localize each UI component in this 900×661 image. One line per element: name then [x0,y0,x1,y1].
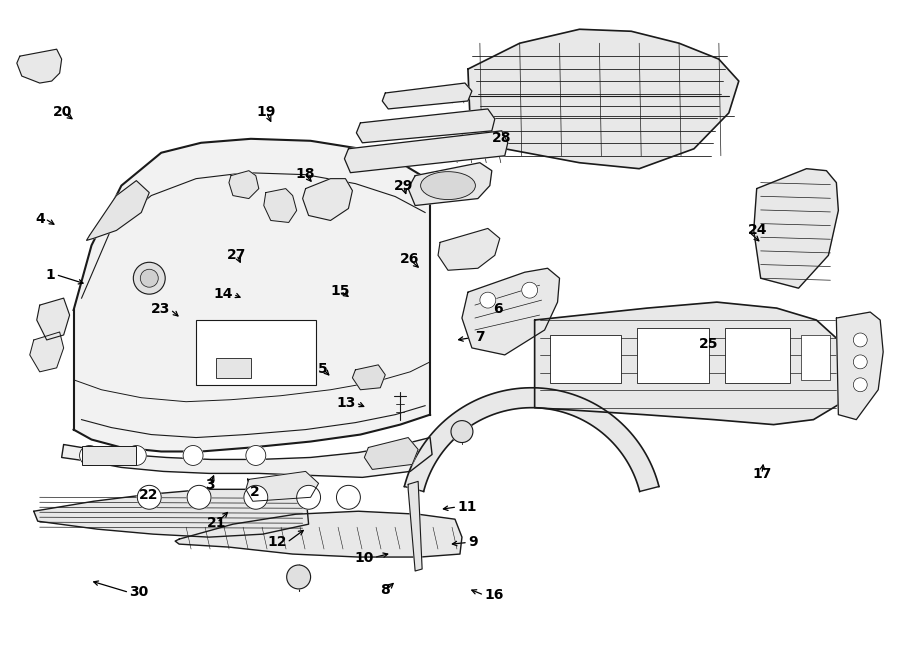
Text: 4: 4 [35,212,45,225]
Text: 20: 20 [53,105,73,119]
Text: 16: 16 [484,588,503,602]
Polygon shape [302,178,353,221]
Polygon shape [74,139,430,451]
Text: 7: 7 [475,330,485,344]
Polygon shape [382,83,472,109]
Circle shape [126,446,147,465]
Polygon shape [176,511,462,557]
Circle shape [297,485,320,509]
Text: 22: 22 [140,488,158,502]
Text: 23: 23 [151,303,170,317]
Text: 17: 17 [752,467,771,481]
Text: 9: 9 [468,535,478,549]
Text: 6: 6 [493,303,502,317]
Circle shape [451,420,472,442]
Polygon shape [462,268,560,355]
Text: 24: 24 [748,223,767,237]
Polygon shape [404,388,659,492]
Polygon shape [86,180,149,241]
Polygon shape [345,131,508,173]
Circle shape [183,446,203,465]
Text: 27: 27 [227,248,247,262]
Circle shape [853,355,868,369]
Polygon shape [438,229,500,270]
Polygon shape [34,489,309,537]
Text: 10: 10 [355,551,374,564]
Circle shape [140,269,158,287]
Text: 13: 13 [337,396,356,410]
Text: 26: 26 [400,253,419,266]
Text: 19: 19 [256,105,276,119]
Text: 18: 18 [295,167,315,181]
Circle shape [244,485,268,509]
Circle shape [287,565,310,589]
Bar [800,335,831,380]
Bar [550,335,621,383]
Polygon shape [17,49,61,83]
Polygon shape [30,332,64,372]
Circle shape [246,446,266,465]
Polygon shape [409,481,422,571]
Circle shape [522,282,537,298]
Text: 3: 3 [205,478,214,492]
Polygon shape [364,438,418,469]
Polygon shape [753,169,839,288]
Circle shape [853,378,868,392]
Bar [637,328,709,383]
Polygon shape [229,171,259,198]
Circle shape [337,485,360,509]
Text: 2: 2 [249,485,259,499]
Text: 15: 15 [331,284,350,298]
Bar [82,446,136,465]
Text: 28: 28 [492,132,512,145]
Polygon shape [409,163,491,206]
Polygon shape [356,109,495,143]
Polygon shape [535,302,841,424]
Text: 12: 12 [267,535,287,549]
Polygon shape [37,298,69,340]
Polygon shape [353,365,385,390]
Circle shape [187,485,211,509]
Bar [724,328,789,383]
Text: 5: 5 [318,362,328,375]
Polygon shape [264,188,297,223]
Text: 8: 8 [381,584,391,598]
Text: 11: 11 [457,500,477,514]
Polygon shape [468,29,739,169]
Circle shape [133,262,166,294]
Circle shape [79,446,100,465]
Bar [196,320,316,385]
Text: 1: 1 [46,268,56,282]
Ellipse shape [420,172,475,200]
Circle shape [853,333,868,347]
Polygon shape [246,471,319,501]
Bar [216,358,251,378]
Circle shape [480,292,496,308]
Text: 14: 14 [213,288,233,301]
Text: 30: 30 [130,586,148,600]
Text: 25: 25 [699,336,718,351]
Polygon shape [836,312,883,420]
Text: 21: 21 [207,516,227,529]
Text: 29: 29 [393,178,413,193]
Polygon shape [61,438,432,477]
Circle shape [138,485,161,509]
